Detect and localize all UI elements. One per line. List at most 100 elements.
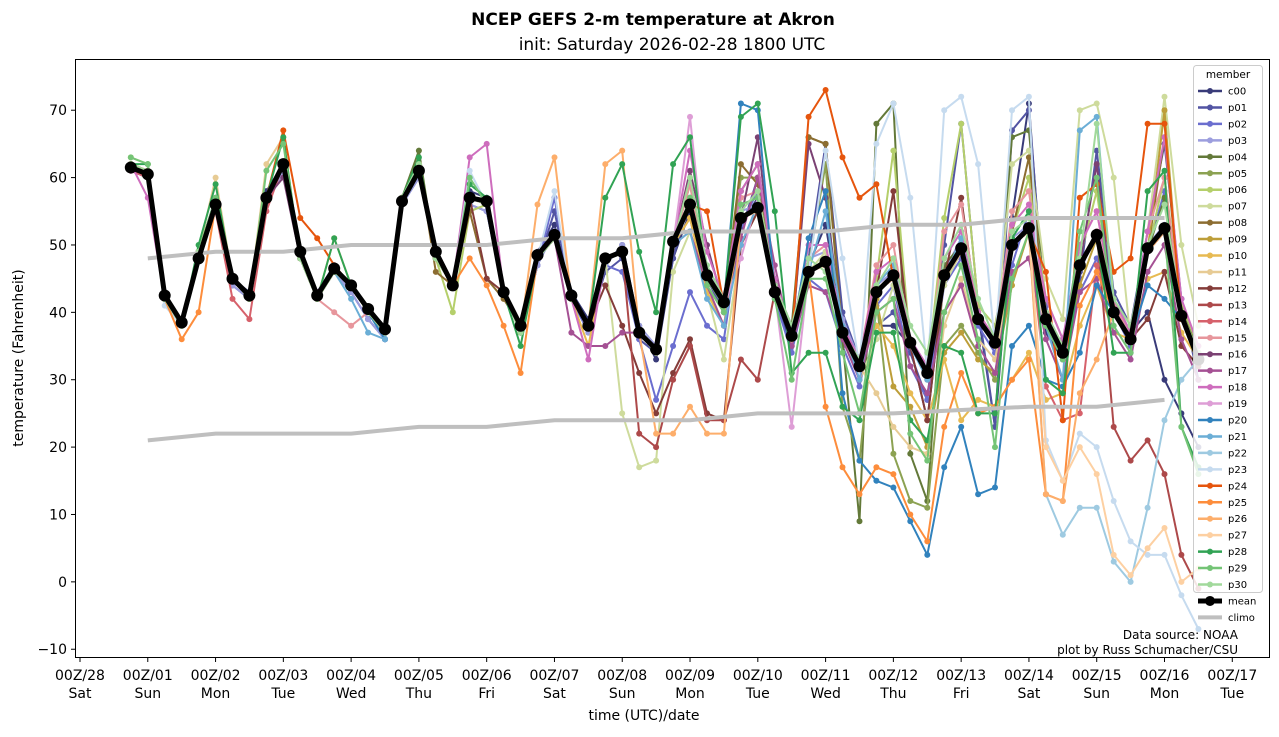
legend-marker [1207,548,1213,555]
data-point-p09 [1161,107,1168,114]
y-tick-label: −10 [37,642,67,658]
data-point-p24 [314,235,321,242]
data-point-p02 [720,336,727,343]
data-point-p29 [890,295,897,302]
data-point-mean [734,212,747,224]
data-point-p28 [771,208,778,215]
x-tick-day-label: Sun [609,686,636,702]
x-tick-day-label: Mon [201,686,231,702]
data-point-p26 [670,430,677,437]
data-point-mean [1175,309,1188,322]
data-point-p29 [1093,174,1100,181]
data-point-mean [379,323,391,336]
data-point-p20 [890,484,897,491]
data-point-p25 [890,471,897,478]
data-point-p21 [822,208,829,215]
data-point-p13 [1161,471,1168,478]
legend-item-p26: p26 [1198,514,1247,525]
data-point-p11 [907,444,914,451]
data-point-p24 [704,208,710,215]
data-point-p11 [263,161,270,168]
y-tick-label: 20 [49,440,67,456]
data-point-mean [277,158,290,171]
data-point-p06 [449,309,456,316]
data-point-mean [616,245,629,258]
series-mean [124,158,1205,379]
legend-item-c00: c00 [1198,87,1246,98]
data-point-p13 [1144,437,1151,444]
data-point-p28 [856,417,863,424]
data-point-mean [989,336,1001,349]
legend-marker [1207,301,1213,308]
data-point-p29 [1178,423,1185,430]
data-point-p18 [585,356,592,363]
legend-item-p29: p29 [1198,564,1247,575]
data-point-p20 [839,390,846,397]
legend-label: p07 [1228,202,1247,213]
x-tick-label: 00Z/28 [55,668,105,684]
legend-item-p03: p03 [1198,136,1247,147]
data-point-p08 [432,268,439,275]
data-point-p25 [839,464,846,471]
legend-label: p12 [1228,284,1247,295]
legend-marker [1207,318,1213,325]
data-point-p14 [1093,262,1100,269]
data-point-p18 [822,242,829,248]
data-point-p07 [1025,147,1032,154]
legend-label: p23 [1228,465,1247,476]
x-axis: 00Z/28 Sat 00Z/01 Sun 00Z/02 Mon 00Z/03 Tue 00Z/… [55,658,1257,702]
data-point-p13 [653,444,660,451]
data-point-p29 [127,154,134,161]
data-point-p28 [992,410,998,417]
data-point-p21 [720,322,727,329]
data-point-p24 [805,113,812,120]
legend-item-p14: p14 [1198,317,1247,328]
data-point-mean [429,245,442,258]
legend-label: p18 [1228,383,1247,394]
data-point-p23 [551,188,558,195]
data-point-p25 [856,491,863,498]
data-point-p25 [1009,376,1015,383]
data-point-mean [209,198,222,211]
data-point-p28 [941,343,948,349]
data-point-mean [175,316,188,329]
data-point-p16 [687,167,693,174]
data-point-mean [192,252,205,265]
data-point-mean [345,279,358,292]
data-point-p23 [975,161,982,168]
data-point-mean [955,242,968,255]
data-point-p26 [619,147,626,154]
legend-item-p28: p28 [1198,547,1247,558]
data-point-mean [328,262,341,275]
data-point-p25 [1093,268,1100,275]
data-point-mean [582,319,595,332]
data-point-p28 [602,194,609,201]
legend-item-climo: climo [1198,613,1255,624]
data-point-mean [887,269,900,282]
data-point-p20 [856,457,863,464]
legend-item-p15: p15 [1198,333,1247,344]
x-tick-label: 00Z/10 [733,668,783,684]
data-point-p12 [958,194,965,201]
data-point-p17 [602,343,609,349]
data-point-p20 [992,484,998,491]
data-point-p25 [517,370,524,376]
data-point-p26 [687,403,693,410]
data-point-mean [870,286,883,299]
data-point-p21 [958,235,965,242]
data-point-mean [548,228,561,241]
legend-item-p22: p22 [1198,448,1247,459]
legend-marker [1207,565,1213,572]
data-point-mean [294,245,307,258]
data-point-p12 [1161,268,1168,275]
legend-item-p30: p30 [1198,580,1247,591]
data-point-p28 [517,343,524,349]
data-point-p28 [280,134,287,141]
y-tick-label: 40 [49,305,67,321]
legend-label: p26 [1228,514,1247,525]
data-point-p09 [958,329,965,336]
data-point-p11 [212,174,219,181]
data-point-p27 [1161,525,1168,531]
x-tick-label: 00Z/15 [1072,668,1122,684]
data-point-p15 [348,322,355,329]
